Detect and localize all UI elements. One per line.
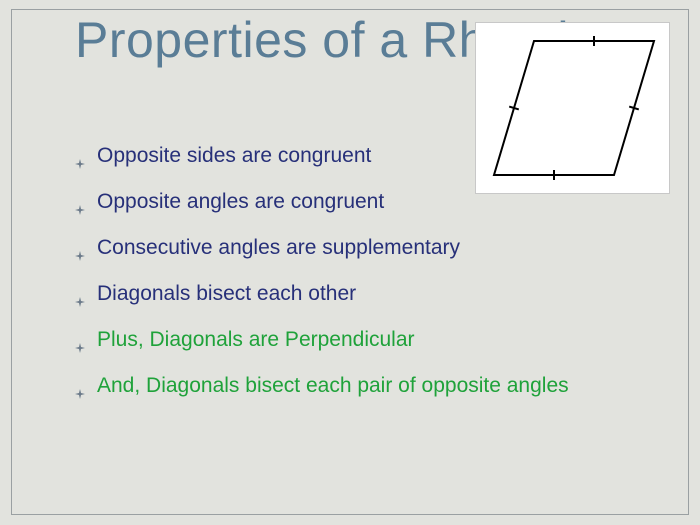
- star-bullet-icon: [75, 381, 85, 391]
- list-item: Plus, Diagonals are Perpendicular: [75, 328, 670, 352]
- star-bullet-icon: [75, 151, 85, 161]
- list-item: Opposite sides are congruent: [75, 144, 670, 168]
- list-item: Consecutive angles are supplementary: [75, 236, 670, 260]
- list-item: Diagonals bisect each other: [75, 282, 670, 306]
- star-bullet-icon: [75, 197, 85, 207]
- list-item-text: Opposite sides are congruent: [97, 144, 371, 167]
- list-item: Opposite angles are congruent: [75, 190, 670, 214]
- list-item-text: Opposite angles are congruent: [97, 190, 384, 213]
- list-item-text: And, Diagonals bisect each pair of oppos…: [97, 374, 569, 397]
- list-item-text: Plus, Diagonals are Perpendicular: [97, 328, 415, 351]
- properties-list: Opposite sides are congruent Opposite ang…: [75, 144, 670, 420]
- star-bullet-icon: [75, 243, 85, 253]
- star-bullet-icon: [75, 289, 85, 299]
- list-item: And, Diagonals bisect each pair of oppos…: [75, 374, 670, 398]
- list-item-text: Diagonals bisect each other: [97, 282, 356, 305]
- list-item-text: Consecutive angles are supplementary: [97, 236, 460, 259]
- star-bullet-icon: [75, 335, 85, 345]
